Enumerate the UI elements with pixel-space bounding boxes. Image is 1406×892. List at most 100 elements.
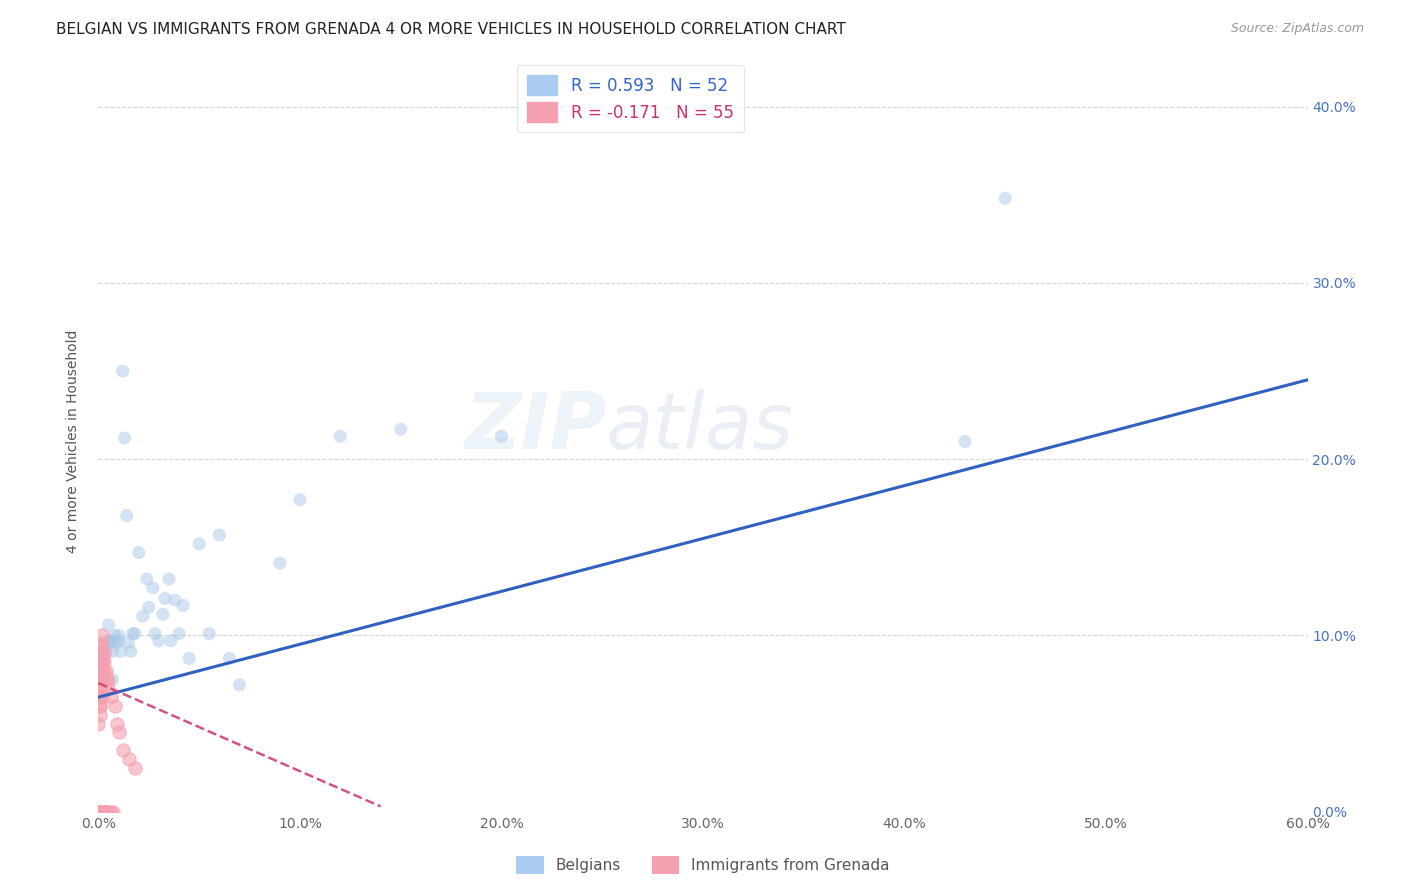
Point (96, 805, 118, 819)
Point (91, 673, 114, 687)
Point (89, 698, 111, 713)
Point (115, 508, 138, 523)
Point (91, 681, 114, 696)
Text: Source: ZipAtlas.com: Source: ZipAtlas.com (1230, 22, 1364, 36)
Point (89, 646, 111, 660)
Point (96, 805, 118, 819)
Point (87, 805, 110, 819)
Point (111, 743, 134, 757)
Point (89, 681, 111, 696)
Point (188, 537, 211, 551)
Point (93, 637, 115, 651)
Point (121, 626, 143, 640)
Point (87, 805, 110, 819)
Point (91, 646, 114, 660)
Y-axis label: 4 or more Vehicles in Household: 4 or more Vehicles in Household (66, 330, 80, 553)
Point (132, 609, 155, 624)
Point (97, 805, 120, 819)
Point (93, 805, 115, 819)
Text: ZIP: ZIP (464, 389, 606, 465)
Point (93, 655, 115, 669)
Point (96, 664, 118, 678)
Point (329, 429, 352, 443)
Point (118, 635, 141, 649)
Text: BELGIAN VS IMMIGRANTS FROM GRENADA 4 OR MORE VEHICLES IN HOUSEHOLD CORRELATION C: BELGIAN VS IMMIGRANTS FROM GRENADA 4 OR … (56, 22, 846, 37)
Point (91, 655, 114, 669)
Point (91, 673, 114, 687)
Point (87, 805, 110, 819)
Point (96, 673, 118, 687)
Point (198, 626, 221, 640)
Point (87, 716, 110, 731)
Point (118, 752, 141, 766)
Legend: R = 0.593   N = 52, R = -0.171   N = 55: R = 0.593 N = 52, R = -0.171 N = 55 (517, 65, 744, 132)
Point (89, 698, 111, 713)
Point (89, 673, 111, 687)
Point (91, 628, 114, 642)
Point (89, 690, 111, 705)
Point (89, 655, 111, 669)
Point (87, 805, 110, 819)
Point (91, 671, 114, 685)
Point (105, 635, 128, 649)
Point (103, 628, 125, 642)
Point (89, 664, 111, 678)
Point (100, 633, 122, 648)
Point (269, 556, 291, 570)
Point (138, 600, 160, 615)
Point (143, 626, 166, 640)
Point (163, 593, 186, 607)
Point (111, 364, 134, 378)
Point (89, 707, 111, 722)
Point (93, 805, 115, 819)
Point (87, 805, 110, 819)
Point (100, 690, 122, 705)
Point (87, 805, 110, 819)
Text: atlas: atlas (606, 389, 794, 465)
Point (953, 434, 976, 449)
Point (97, 633, 120, 648)
Point (91, 644, 114, 658)
Point (994, 191, 1017, 205)
Point (152, 607, 174, 622)
Point (110, 644, 132, 658)
Point (107, 633, 129, 648)
Point (148, 633, 170, 648)
Point (128, 546, 150, 560)
Point (389, 422, 412, 436)
Point (103, 698, 125, 713)
Point (288, 492, 311, 507)
Point (107, 725, 129, 739)
Point (135, 572, 157, 586)
Point (89, 690, 111, 705)
Point (93, 805, 115, 819)
Point (208, 528, 231, 542)
Point (142, 581, 165, 595)
Point (89, 681, 111, 696)
Point (93, 651, 115, 665)
Point (97, 681, 120, 696)
Point (89, 660, 111, 674)
Point (101, 805, 124, 819)
Point (105, 716, 128, 731)
Point (114, 431, 136, 445)
Point (491, 429, 513, 443)
Point (107, 628, 129, 642)
Point (160, 633, 183, 648)
Point (120, 644, 142, 658)
Point (101, 673, 124, 687)
Point (91, 637, 114, 651)
Point (100, 805, 122, 819)
Point (103, 633, 125, 648)
Point (172, 599, 194, 613)
Point (167, 626, 190, 640)
Point (87, 805, 110, 819)
Point (124, 626, 146, 640)
Point (93, 805, 115, 819)
Point (93, 646, 115, 660)
Point (179, 651, 201, 665)
Point (124, 761, 146, 775)
Point (89, 637, 111, 651)
Point (87, 805, 110, 819)
Point (96, 642, 118, 657)
